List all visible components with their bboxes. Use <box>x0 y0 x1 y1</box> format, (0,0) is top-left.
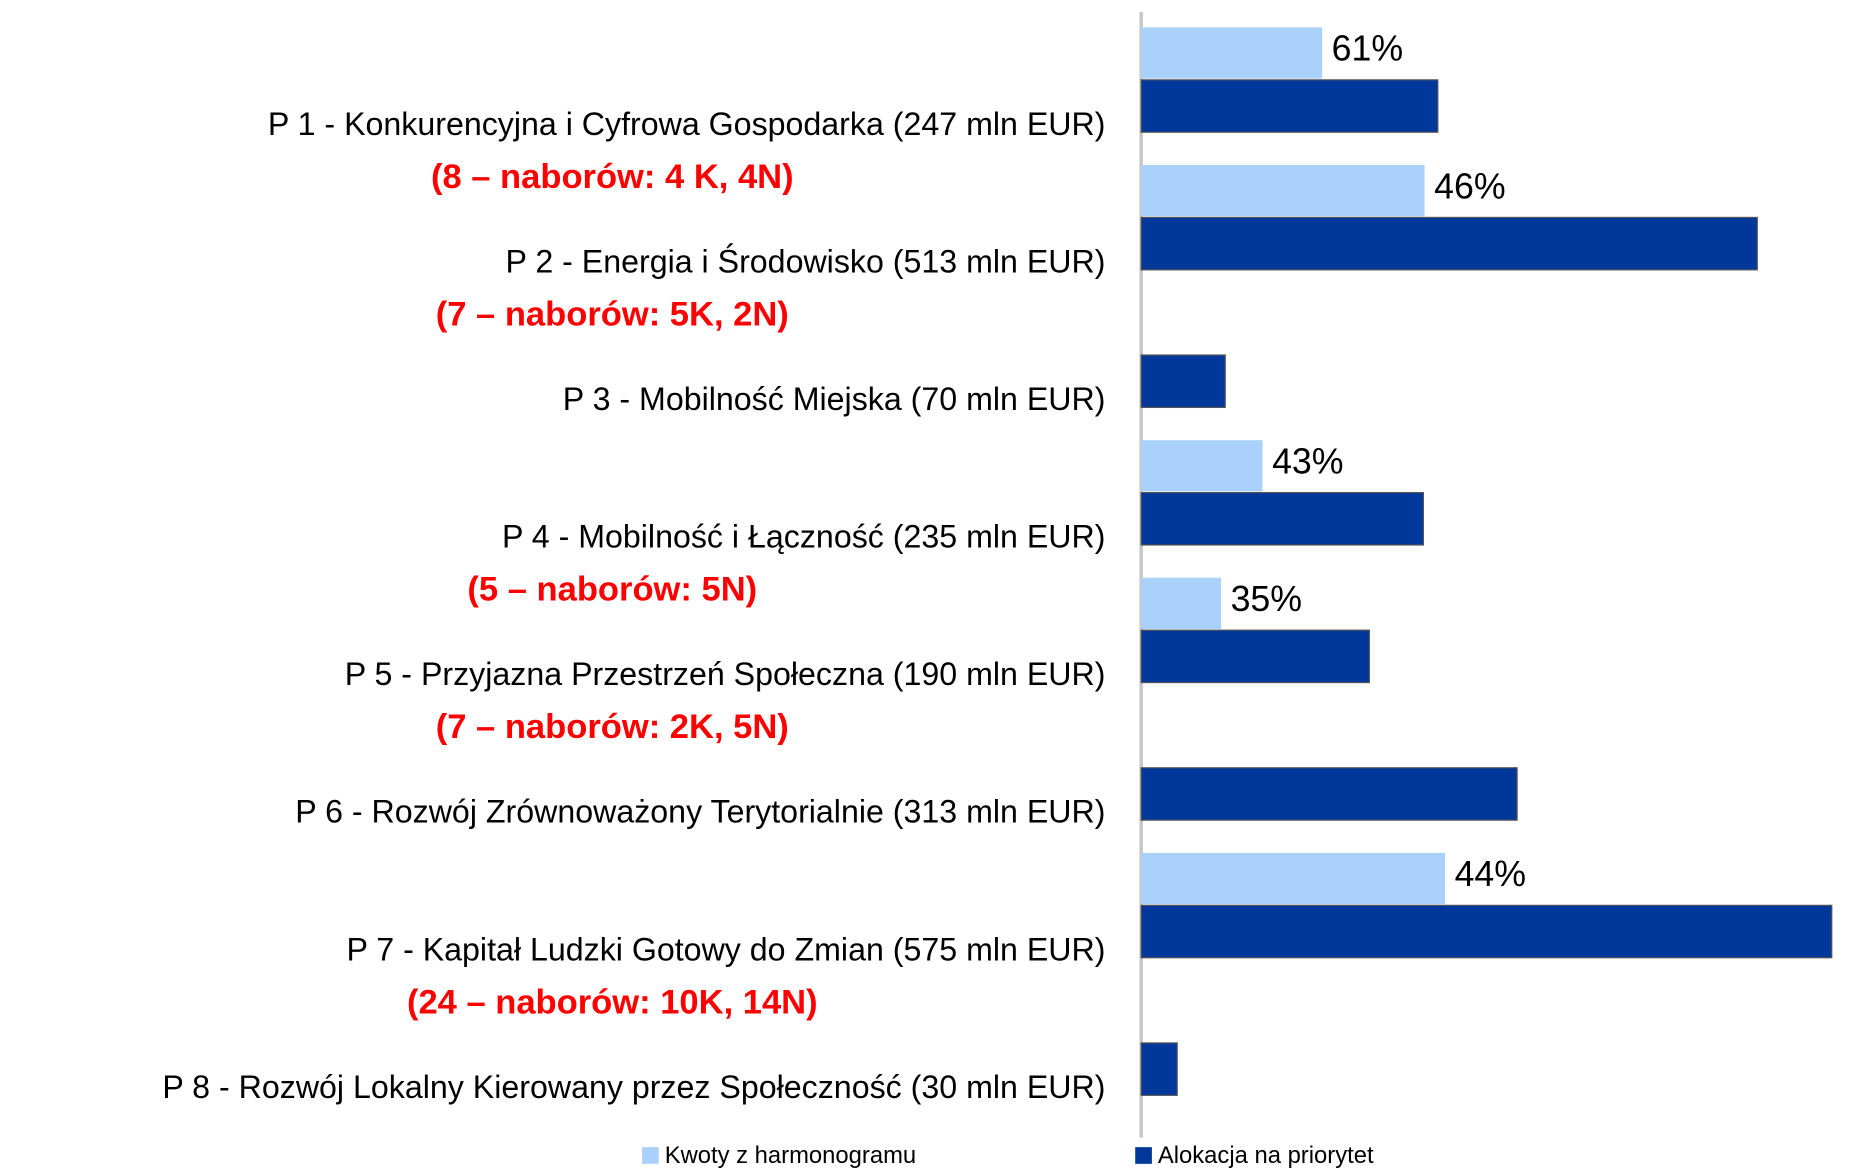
legend-label: Kwoty z harmonogramu <box>665 1142 916 1169</box>
bar <box>1140 767 1518 821</box>
value-label: 35% <box>1231 579 1303 619</box>
bar <box>1141 852 1446 905</box>
legend-swatch <box>642 1147 659 1164</box>
bar <box>1140 629 1370 684</box>
value-label: 44% <box>1455 854 1527 894</box>
bar <box>1140 216 1758 271</box>
category-note: (24 – naborów: 10K, 14N) <box>407 983 818 1021</box>
bar <box>1140 79 1439 133</box>
legend-label: Alokacja na priorytet <box>1158 1142 1374 1169</box>
bar <box>1140 491 1425 546</box>
value-label: 61% <box>1332 29 1404 69</box>
value-label: 43% <box>1272 441 1344 481</box>
category-label: P 2 - Energia i Środowisko (513 mln EUR) <box>506 243 1106 279</box>
category-label: P 5 - Przyjazna Przestrzeń Społeczna (19… <box>345 656 1106 692</box>
bar <box>1140 1042 1178 1096</box>
category-label: P 7 - Kapitał Ludzki Gotowy do Zmian (57… <box>346 931 1105 967</box>
bar <box>1141 577 1222 629</box>
bar <box>1140 354 1226 409</box>
category-note: (7 – naborów: 2K, 5N) <box>436 708 789 746</box>
bar <box>1140 904 1833 959</box>
bar <box>1141 165 1425 217</box>
legend-swatch <box>1135 1147 1152 1164</box>
category-note: (7 – naborów: 5K, 2N) <box>436 295 789 333</box>
category-label: P 3 - Mobilność Miejska (70 mln EUR) <box>563 381 1106 417</box>
category-label: P 1 - Konkurencyjna i Cyfrowa Gospodarka… <box>268 106 1106 142</box>
category-label: P 6 - Rozwój Zrównoważony Terytorialnie … <box>295 794 1105 830</box>
bar <box>1141 27 1323 79</box>
category-label: P 4 - Mobilność i Łączność (235 mln EUR) <box>502 519 1105 555</box>
category-label: P 8 - Rozwój Lokalny Kierowany przez Spo… <box>162 1069 1105 1105</box>
value-label: 46% <box>1434 166 1506 206</box>
category-note: (8 – naborów: 4 K, 4N) <box>431 158 794 196</box>
bar <box>1141 440 1263 492</box>
category-note: (5 – naborów: 5N) <box>467 571 757 609</box>
